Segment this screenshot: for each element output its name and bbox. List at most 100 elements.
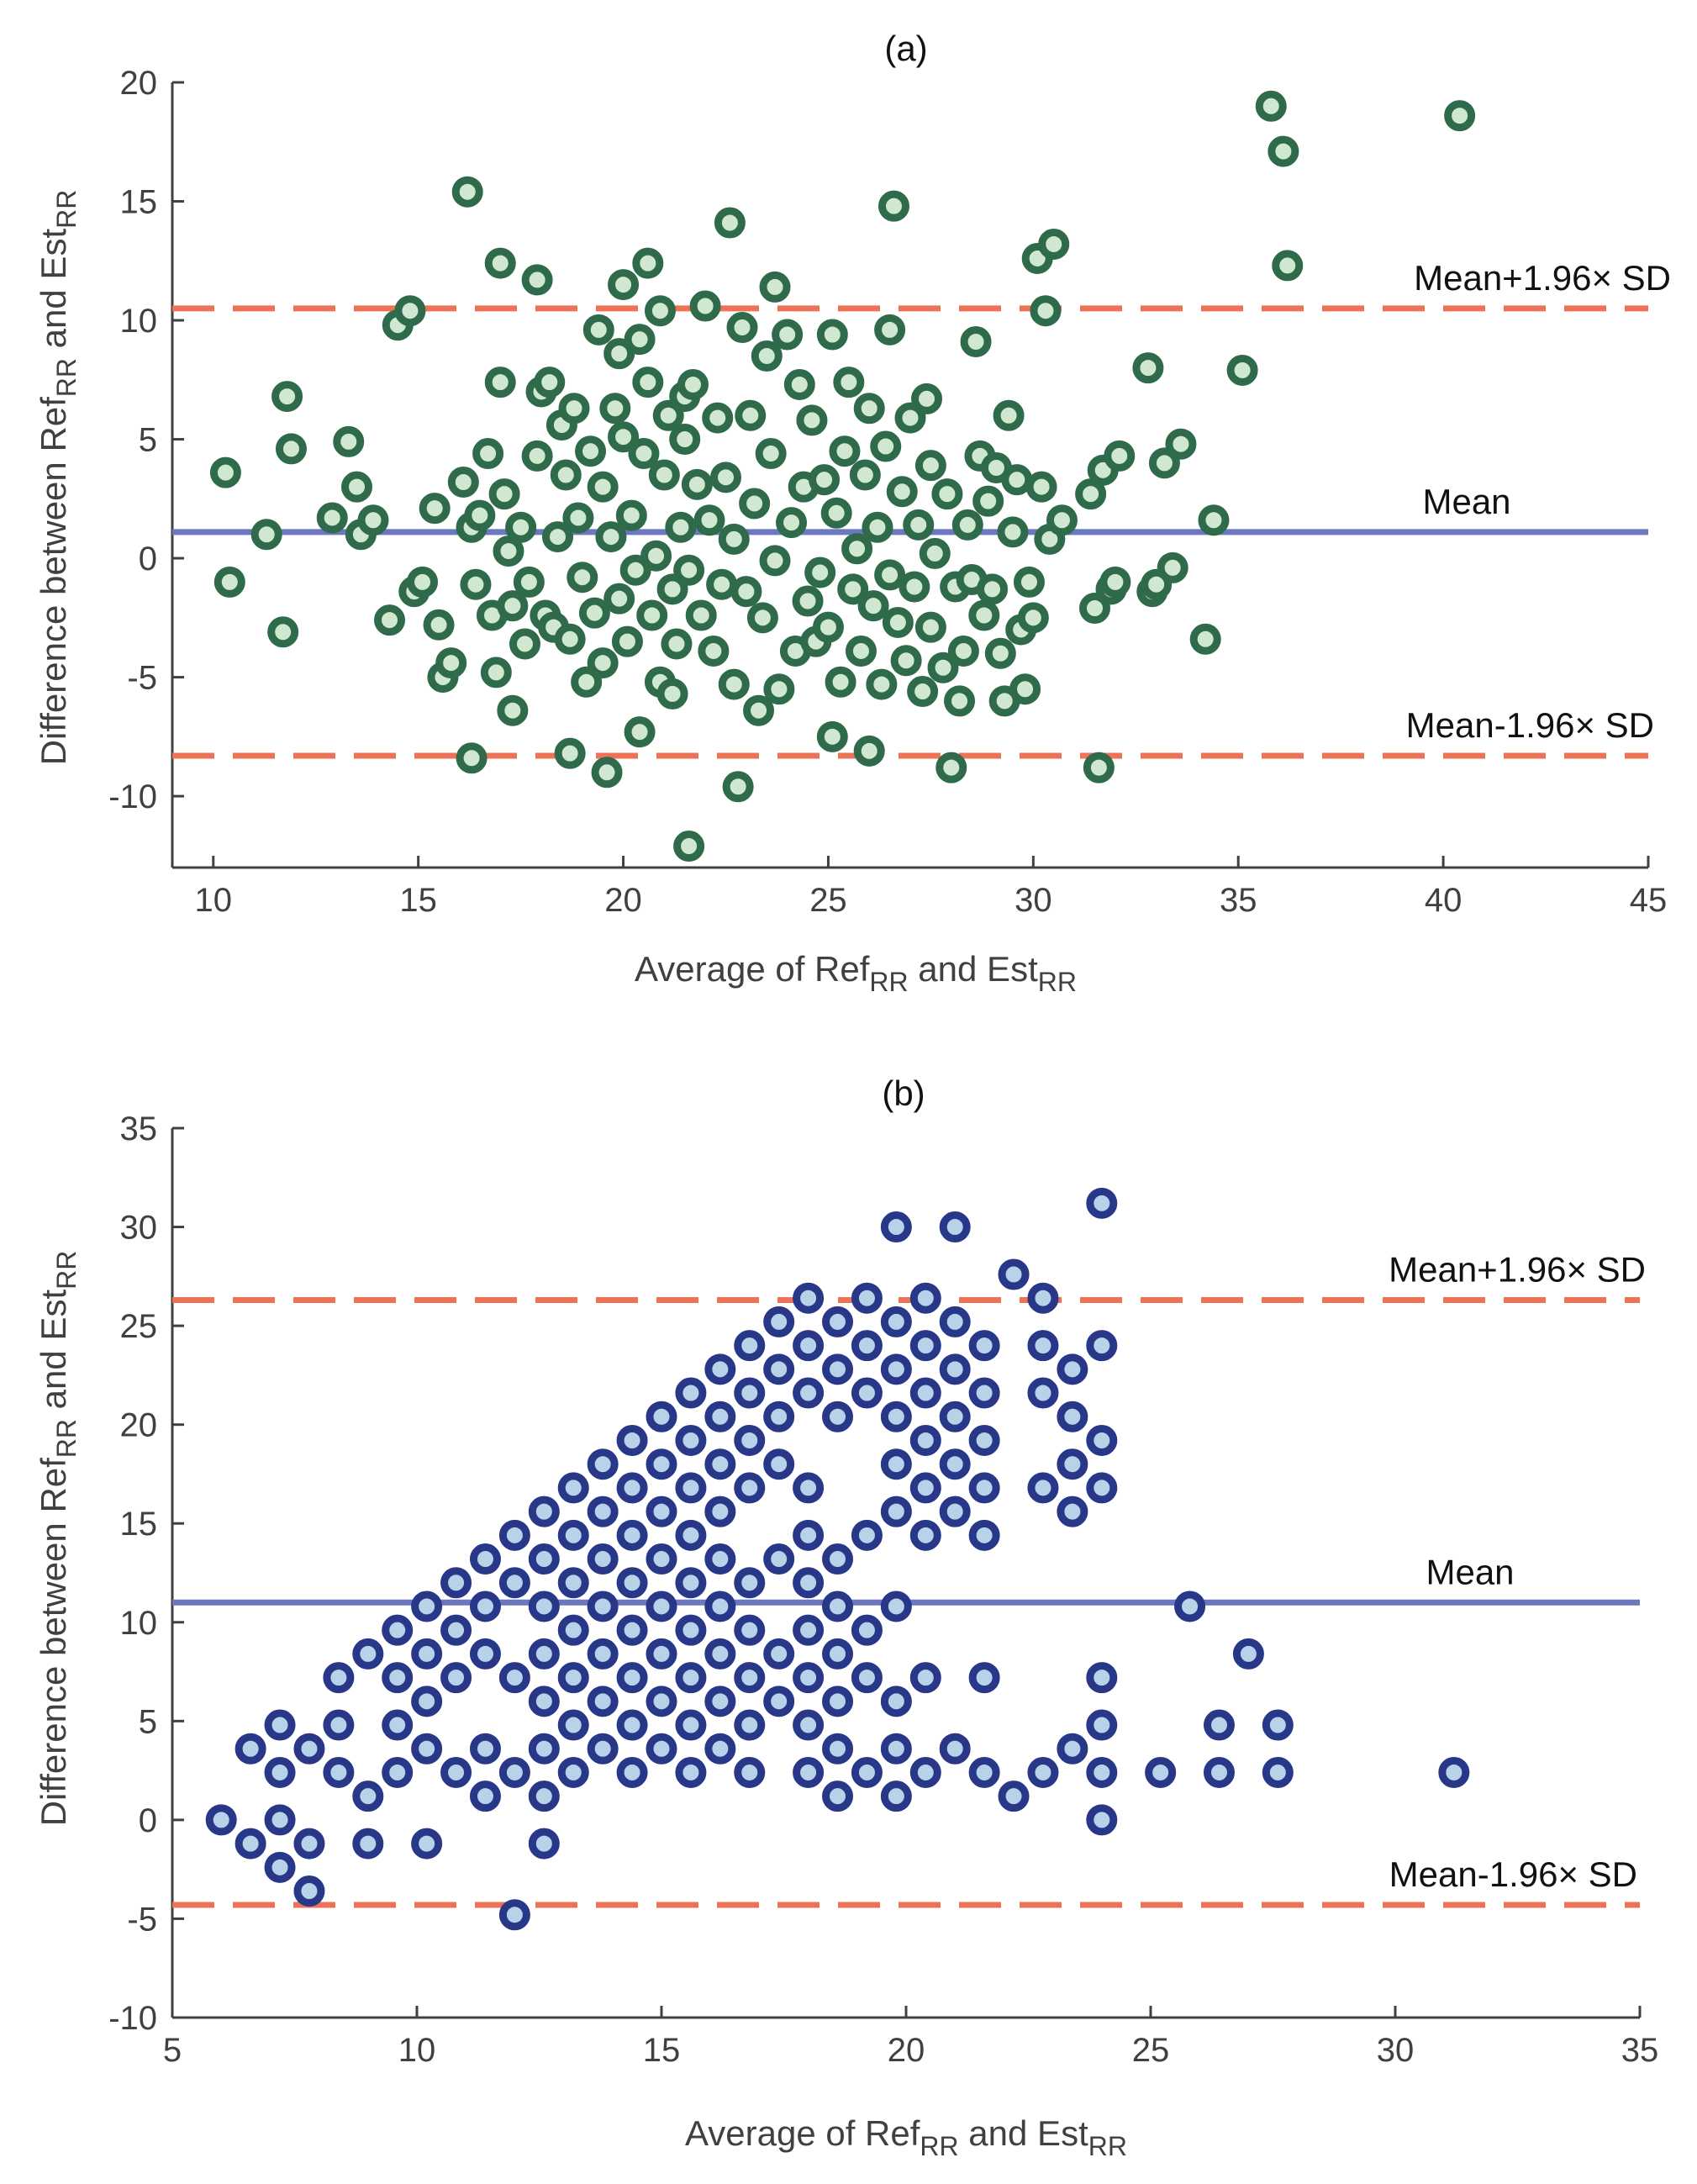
panel-b-data-point xyxy=(880,1306,912,1337)
panel-b-data-point xyxy=(793,1709,825,1741)
panel-a-data-point xyxy=(582,314,614,346)
panel-b-data-point xyxy=(587,1496,619,1527)
panel-b-data-point xyxy=(264,1804,296,1836)
panel-b-data-point xyxy=(557,1756,589,1788)
panel-a-y-tick-label: 10 xyxy=(120,303,158,340)
panel-b-data-point xyxy=(411,1591,443,1622)
panel-b-data-point xyxy=(704,1401,736,1432)
panel-a-data-point xyxy=(899,571,930,603)
panel-a-data-point xyxy=(1198,504,1230,536)
panel-b-data-point xyxy=(704,1591,736,1622)
panel-b-data-point xyxy=(998,1258,1030,1290)
panel-b-data-point xyxy=(909,1519,941,1551)
panel-b-data-point xyxy=(968,1424,1000,1456)
panel-a-data-point xyxy=(829,435,861,467)
panel-a-data-point xyxy=(693,504,725,536)
panel-a-data-point xyxy=(1025,471,1057,503)
panel-b-data-point xyxy=(469,1543,501,1575)
panel-a-data-point xyxy=(1255,90,1287,122)
panel-b-data-point xyxy=(822,1543,854,1575)
panel-a-data-point xyxy=(870,430,902,462)
panel-b-y-tick-label: -10 xyxy=(108,2000,157,2037)
panel-b-data-point xyxy=(616,1472,648,1504)
panel-a-data-point xyxy=(776,507,808,539)
panel-b-data-point xyxy=(1086,1424,1118,1456)
panel-a-data-point xyxy=(505,511,537,543)
panel-a-data-point xyxy=(1189,623,1221,655)
panel-b-data-point xyxy=(939,1306,971,1337)
panel-a-x-tick-label: 40 xyxy=(1425,882,1462,919)
panel-b-data-point xyxy=(704,1543,736,1575)
panel-a-y-tick-label: 0 xyxy=(139,541,157,578)
panel-a-data-point xyxy=(759,545,791,577)
panel-a-data-point xyxy=(816,319,848,351)
panel-b-data-point xyxy=(851,1614,883,1646)
panel-a-data-point xyxy=(632,367,664,398)
panel-b-data-point xyxy=(734,1614,766,1646)
panel-a-data-point xyxy=(812,611,844,643)
panel-b-data-point xyxy=(822,1638,854,1670)
panel-a-data-point xyxy=(1079,592,1110,624)
panel-a-data-point xyxy=(665,511,697,543)
panel-a-data-point xyxy=(993,399,1025,431)
panel-b-data-point xyxy=(616,1519,648,1551)
panel-b-data-point xyxy=(880,1733,912,1765)
panel-b-data-point xyxy=(411,1828,443,1860)
panel-a-data-point xyxy=(669,424,701,456)
panel-b-data-point xyxy=(528,1543,560,1575)
panel-a-data-point xyxy=(1075,478,1107,510)
panel-b-data-point xyxy=(880,1780,912,1812)
panel-b-y-label: Difference between RefRR and EstRR xyxy=(34,1251,82,1827)
panel-a-data-point xyxy=(755,438,787,470)
panel-a-data-point xyxy=(209,456,241,488)
panel-a-x-tick-label: 30 xyxy=(1015,882,1052,919)
panel-a-data-point xyxy=(624,716,656,748)
panel-a-data-point xyxy=(735,399,767,431)
panel-b-data-point xyxy=(646,1496,677,1527)
panel-a-data-point xyxy=(213,566,245,598)
panel-b-data-point xyxy=(675,1614,707,1646)
panel-b-data-point xyxy=(968,1472,1000,1504)
panel-a-data-point xyxy=(316,502,348,534)
panel-a-data-point xyxy=(857,590,889,622)
panel-b-data-point xyxy=(235,1828,266,1860)
panel-a-y-tick-label: 15 xyxy=(120,184,158,221)
panel-a-data-point xyxy=(456,742,487,774)
panel-b-data-point xyxy=(939,1211,971,1243)
panel-a-data-point xyxy=(472,438,504,470)
panel-a-data-point xyxy=(275,433,307,465)
panel-b-data-point xyxy=(498,1567,530,1599)
panel-a-data-point xyxy=(1099,566,1131,598)
panel-b-data-point xyxy=(851,1377,883,1409)
panel-a-data-point xyxy=(960,326,992,358)
panel-b-data-point xyxy=(851,1519,883,1551)
panel-a-data-point xyxy=(488,478,520,510)
panel-a-data-point xyxy=(853,735,885,767)
panel-b-data-point xyxy=(880,1685,912,1717)
panel-b-data-point xyxy=(293,1828,325,1860)
panel-b-data-point xyxy=(822,1306,854,1337)
panel-b-data-point xyxy=(1086,1709,1118,1741)
panel-b-y-tick-label: 20 xyxy=(120,1407,158,1444)
panel-a-data-point xyxy=(648,459,680,491)
panel-b-data-point xyxy=(616,1567,648,1599)
panel-a-data-point xyxy=(914,611,946,643)
panel-a-y-tick-label: -5 xyxy=(127,660,157,697)
panel-b-data-point xyxy=(528,1496,560,1527)
panel-a-data-point xyxy=(644,295,676,327)
panel-a-data-point xyxy=(624,324,656,356)
panel-b-data-point xyxy=(1027,1756,1059,1788)
panel-a-data-point xyxy=(619,554,651,586)
panel-b-x-tick-label: 5 xyxy=(163,2032,182,2069)
panel-a-data-point xyxy=(907,676,939,708)
panel-b-data-point xyxy=(968,1756,1000,1788)
panel-a-x-tick-label: 45 xyxy=(1630,882,1668,919)
panel-a-data-point xyxy=(513,566,545,598)
panel-a-data-point xyxy=(656,573,688,605)
panel-a-data-point xyxy=(746,602,778,634)
panel-a-data-point xyxy=(1001,464,1033,496)
panel-b-x-tick-label: 35 xyxy=(1621,2032,1659,2069)
panel-b-data-point xyxy=(734,1472,766,1504)
panel-a-data-point xyxy=(689,290,721,322)
